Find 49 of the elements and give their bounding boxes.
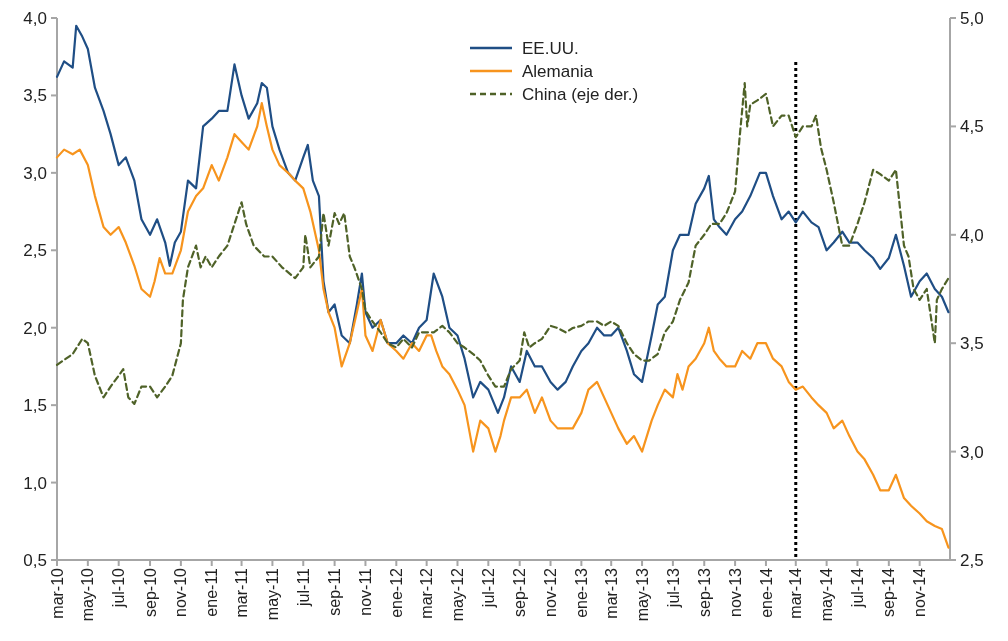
x-tick-label: sep-12 [511,567,529,617]
x-tick-label: jul-13 [664,567,682,609]
x-tick-label: mar-14 [787,567,805,619]
x-tick-label: may-10 [79,567,97,622]
x-tick-label: sep-13 [695,567,713,617]
x-tick-label: jul-12 [479,567,497,609]
x-tick-label: jul-14 [849,567,867,609]
x-tick-label: nov-11 [357,567,375,616]
x-tick-label: nov-13 [726,567,744,617]
x-tick-label: jul-10 [110,567,128,609]
y-tick-label: 3,0 [23,163,47,183]
x-tick-label: mar-12 [418,567,436,619]
x-tick-label: mar-11 [233,567,251,618]
y-tick-label: 2,0 [23,318,47,338]
x-tick-label: nov-12 [542,567,560,617]
x-tick-label: ene-12 [387,567,405,618]
x-tick-label: may-13 [633,567,651,622]
x-tick-label: jul-11 [294,567,312,607]
line-series [55,24,950,414]
y-tick-label: 2,5 [23,241,47,261]
x-tick-label: sep-11 [326,567,344,616]
y2-tick-label: 2,5 [960,550,984,570]
x-tick-label: sep-10 [141,567,159,617]
x-tick-label: ene-13 [572,567,590,618]
x-tick-label: nov-14 [911,567,929,617]
y-tick-label: 0,5 [23,550,47,570]
x-tick-label: mar-10 [48,567,66,619]
y2-tick-label: 4,5 [960,117,984,137]
x-tick-label: ene-14 [757,567,775,618]
line-series [55,102,950,549]
x-tick-label: sep-14 [880,567,898,617]
x-tick-label: nov-10 [172,567,190,617]
legend-label: Alemania [522,61,594,81]
legend-label: China (eje der.) [522,84,639,104]
y-tick-label: 1,0 [23,473,47,493]
x-tick-label: may-14 [818,567,836,622]
x-tick-label: may-11 [264,567,282,621]
y-tick-label: 3,5 [23,86,47,106]
x-tick-label: may-12 [449,567,467,622]
y-tick-label: 4,0 [23,8,47,28]
y2-tick-label: 4,0 [960,225,984,245]
x-tick-label: ene-11 [203,567,221,617]
line-series [55,81,950,405]
x-tick-label: mar-13 [602,567,620,619]
y-tick-label: 1,5 [23,396,47,416]
y2-tick-label: 3,5 [960,334,984,354]
legend-label: EE.UU. [522,38,579,58]
y2-tick-label: 3,0 [960,442,984,462]
y2-tick-label: 5,0 [960,8,984,28]
